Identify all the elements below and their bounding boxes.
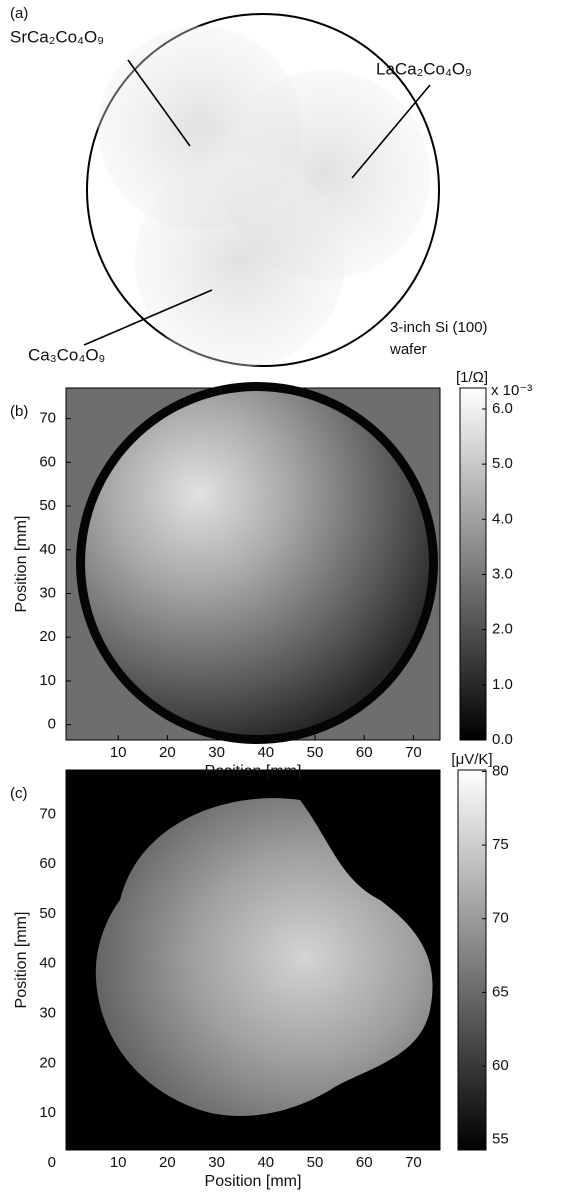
y-tick-label: 0 [48, 716, 56, 733]
colorbar-unit: [μV/K] [451, 751, 492, 768]
colorbar-tick-label: 75 [492, 836, 509, 853]
y-tick-label: 10 [39, 1104, 56, 1121]
map-frame [65, 769, 441, 1151]
colorbar-tick-label: 2.0 [492, 621, 513, 638]
x-tick-label: 40 [257, 744, 274, 761]
map-frame [65, 387, 441, 741]
conductance-map [85, 391, 429, 735]
colorbar-tick-label: 3.0 [492, 565, 513, 582]
colorbar [459, 387, 487, 741]
x-axis-label: Position [mm] [205, 1173, 302, 1190]
colorbar-tick-label: 65 [492, 983, 509, 1000]
y-tick-label: 30 [39, 584, 56, 601]
y-tick-label: 70 [39, 410, 56, 427]
pointer [127, 59, 191, 147]
x-tick-label: 30 [208, 744, 225, 761]
panel-label: (b) [10, 403, 28, 420]
colorbar-tick-label: 80 [492, 762, 509, 779]
film-label: SrCa₂Co₄O₉ [10, 27, 104, 46]
colorbar-tick-label: 4.0 [492, 510, 513, 527]
colorbar-tick-label: 0.0 [492, 731, 513, 748]
x-tick-label: 40 [257, 1154, 274, 1171]
wafer-label: 3-inch Si (100) [390, 319, 488, 336]
colorbar-tick-label: 70 [492, 910, 509, 927]
film-label: LaCa₂Co₄O₉ [376, 59, 472, 78]
y-tick-label: 40 [39, 541, 56, 558]
colorbar-tick-label: 1.0 [492, 676, 513, 693]
y-tick-label: 50 [39, 497, 56, 514]
pointer [351, 84, 431, 179]
x-axis-label: Position [mm] [205, 763, 302, 780]
colorbar-unit: [1/Ω] [456, 369, 488, 386]
x-tick-label: 70 [405, 744, 422, 761]
y-tick-label: 0 [48, 1154, 56, 1171]
y-tick-label: 60 [39, 855, 56, 872]
colorbar-tick-label: 60 [492, 1057, 509, 1074]
x-tick-label: 30 [208, 1154, 225, 1171]
x-tick-label: 50 [307, 744, 324, 761]
colorbar-tick-label: 55 [492, 1131, 509, 1148]
x-tick-label: 60 [356, 744, 373, 761]
colorbar-scale: x 10⁻³ [491, 382, 532, 399]
x-tick-label: 10 [110, 744, 127, 761]
y-axis-label: Position [mm] [13, 516, 30, 613]
film-area [135, 157, 345, 367]
y-tick-label: 60 [39, 453, 56, 470]
y-axis-label: Position [mm] [13, 912, 30, 1009]
y-tick-label: 40 [39, 955, 56, 972]
panel-label: (c) [10, 785, 28, 802]
pointer [83, 289, 213, 346]
x-tick-label: 60 [356, 1154, 373, 1171]
y-tick-label: 30 [39, 1005, 56, 1022]
y-tick-label: 10 [39, 672, 56, 689]
colorbar-tick-label: 5.0 [492, 455, 513, 472]
x-tick-label: 20 [159, 1154, 176, 1171]
colorbar [457, 769, 487, 1151]
y-tick-label: 20 [39, 628, 56, 645]
y-tick-label: 20 [39, 1054, 56, 1071]
seebeck-map [95, 798, 433, 1116]
y-tick-label: 70 [39, 805, 56, 822]
x-tick-label: 50 [307, 1154, 324, 1171]
x-tick-label: 10 [110, 1154, 127, 1171]
panel-label: (a) [10, 5, 28, 22]
film-label: Ca₃Co₄O₉ [28, 345, 105, 364]
x-tick-label: 70 [405, 1154, 422, 1171]
x-tick-label: 20 [159, 744, 176, 761]
y-tick-label: 50 [39, 905, 56, 922]
wafer-label: wafer [389, 341, 427, 358]
colorbar-tick-label: 6.0 [492, 400, 513, 417]
